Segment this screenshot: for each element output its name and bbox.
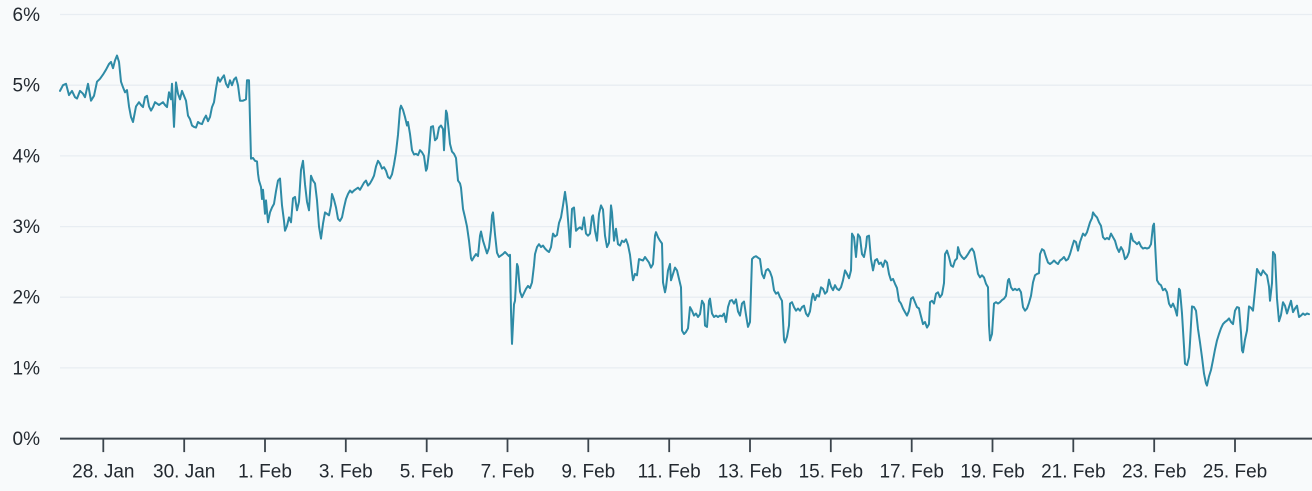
x-axis-tick-label: 1. Feb: [238, 462, 292, 483]
series-line: [59, 54, 1310, 387]
y-axis-tick-label: 2%: [13, 288, 41, 309]
x-axis-tick-label: 5. Feb: [400, 462, 454, 483]
y-axis-tick-label: 5%: [13, 76, 41, 97]
x-axis-tick-label: 23. Feb: [1122, 462, 1186, 483]
y-axis-tick-label: 0%: [13, 429, 41, 450]
y-axis-tick-label: 4%: [13, 146, 41, 167]
x-axis-tick-label: 9. Feb: [561, 462, 615, 483]
x-axis-tick-label: 17. Feb: [879, 462, 943, 483]
x-axis-tick-label: 21. Feb: [1041, 462, 1105, 483]
x-axis-tick-label: 19. Feb: [960, 462, 1024, 483]
x-axis-tick-label: 3. Feb: [319, 462, 373, 483]
x-axis-tick-label: 13. Feb: [718, 462, 782, 483]
x-axis-tick-label: 7. Feb: [481, 462, 535, 483]
x-axis-tick-label: 25. Feb: [1203, 462, 1267, 483]
y-axis-tick-label: 1%: [13, 358, 41, 379]
y-axis-tick-label: 6%: [13, 5, 41, 26]
x-axis-tick-label: 28. Jan: [72, 462, 134, 483]
y-axis-tick-label: 3%: [13, 217, 41, 238]
x-axis-tick-label: 11. Feb: [638, 462, 701, 483]
x-axis-tick-label: 30. Jan: [153, 462, 215, 483]
x-axis-tick-label: 15. Feb: [799, 462, 863, 483]
